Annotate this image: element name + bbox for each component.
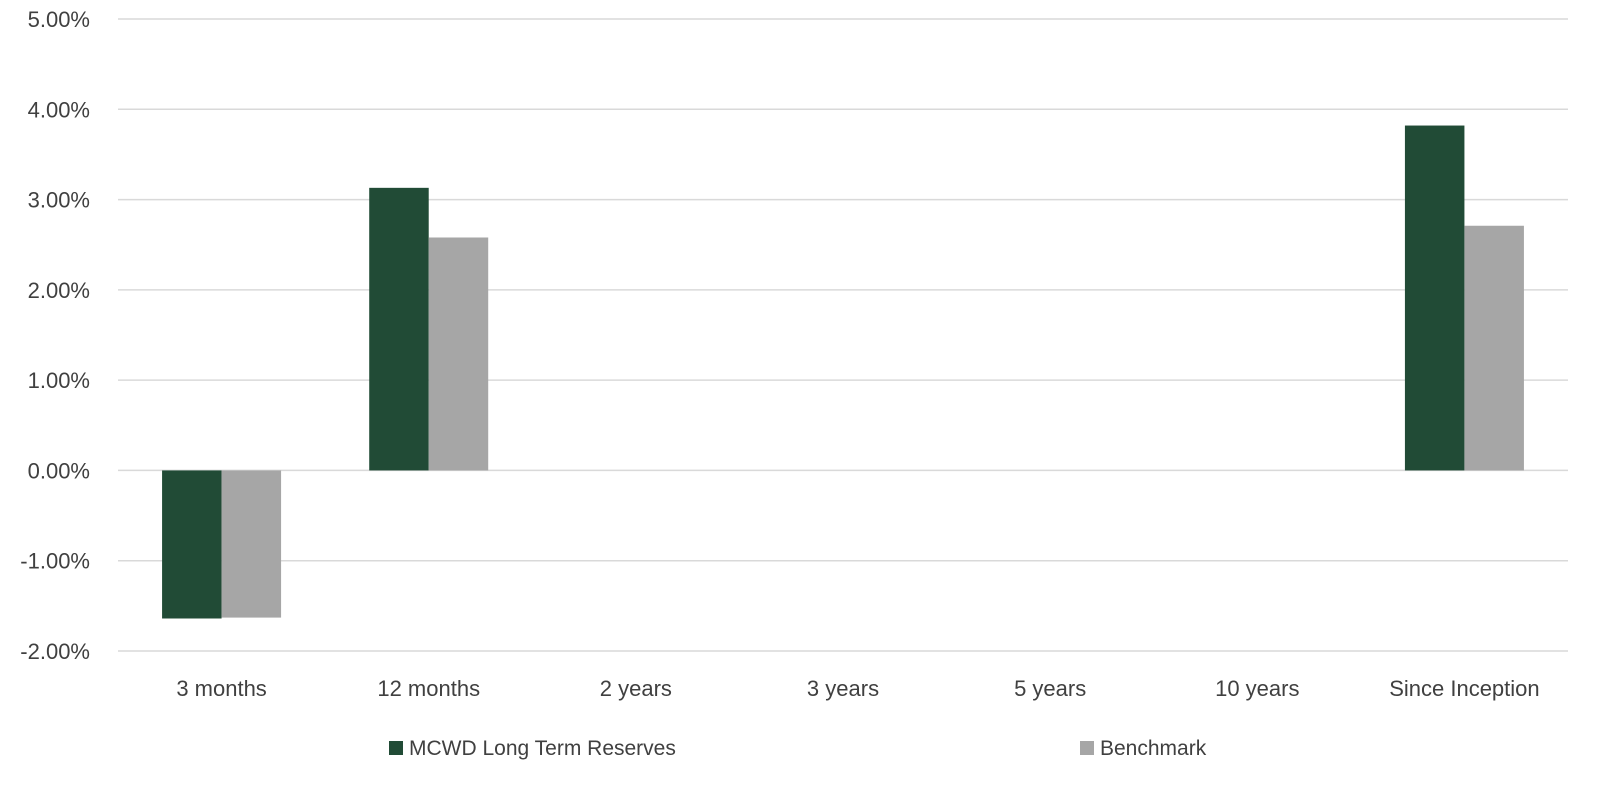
y-tick-label: 3.00% bbox=[28, 188, 90, 213]
y-tick-label: 0.00% bbox=[28, 458, 90, 483]
legend-swatch-series-0 bbox=[389, 741, 403, 755]
x-category-label: 3 years bbox=[807, 676, 879, 701]
x-category-label: 5 years bbox=[1014, 676, 1086, 701]
x-category-label: Since Inception bbox=[1389, 676, 1539, 701]
y-tick-label: 2.00% bbox=[28, 278, 90, 303]
bar-series-1-6 bbox=[1464, 225, 1524, 471]
bar-series-1-0 bbox=[221, 470, 282, 618]
y-axis-tick-labels: 5.00% 4.00% 3.00% 2.00% 1.00% 0.00% -1.00% -2.0… bbox=[20, 7, 90, 664]
legend-swatch-series-1 bbox=[1080, 741, 1094, 755]
x-category-label: 10 years bbox=[1215, 676, 1299, 701]
y-tick-label: -2.00% bbox=[20, 639, 90, 664]
legend-item-series-0: MCWD Long Term Reserves bbox=[389, 737, 676, 760]
legend: MCWD Long Term Reserves Benchmark bbox=[389, 737, 1207, 760]
x-category-label: 3 months bbox=[176, 676, 267, 701]
x-axis-category-labels: 3 months 12 months 2 years 3 years 5 years 10… bbox=[176, 676, 1539, 701]
y-tick-label: 4.00% bbox=[28, 97, 90, 122]
bar-series-0-1 bbox=[369, 187, 429, 471]
bar-series-0-6 bbox=[1404, 125, 1465, 471]
x-category-label: 2 years bbox=[600, 676, 672, 701]
y-tick-label: -1.00% bbox=[20, 549, 90, 574]
legend-label-series-0: MCWD Long Term Reserves bbox=[409, 737, 676, 760]
bar-series-0-0 bbox=[162, 470, 222, 619]
gridlines bbox=[118, 18, 1568, 652]
legend-label-series-1: Benchmark bbox=[1100, 737, 1207, 760]
y-tick-label: 1.00% bbox=[28, 368, 90, 393]
y-tick-label: 5.00% bbox=[28, 7, 90, 32]
bars bbox=[162, 125, 1524, 619]
x-category-label: 12 months bbox=[377, 676, 480, 701]
bar-series-1-1 bbox=[428, 237, 489, 471]
legend-item-series-1: Benchmark bbox=[1080, 737, 1207, 760]
